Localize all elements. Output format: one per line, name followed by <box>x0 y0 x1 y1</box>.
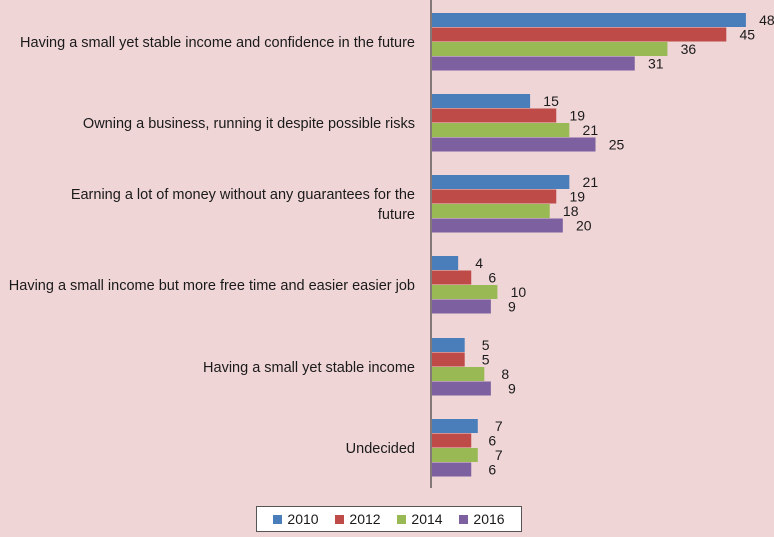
category-label-4: Having a small yet stable income <box>203 360 415 376</box>
bar-2010-cat-1 <box>432 94 531 108</box>
bar-2014-cat-0 <box>432 42 668 56</box>
legend-label-2012: 2012 <box>349 511 381 527</box>
bar-2012-cat-3 <box>432 270 472 285</box>
legend-item-2010: 2010 <box>273 511 319 527</box>
legend-swatch-2016 <box>459 514 469 524</box>
bar-2016-cat-0 <box>432 56 635 71</box>
legend-swatch-2010 <box>273 514 283 524</box>
bar-2012-cat-0 <box>432 27 727 42</box>
value-label-2012-cat-0: 45 <box>740 27 756 43</box>
bar-2010-cat-3 <box>432 256 459 270</box>
legend-label-2016: 2016 <box>473 511 505 527</box>
legend-swatch-2012 <box>335 514 345 524</box>
category-label-1: Owning a business, running it despite po… <box>83 116 415 132</box>
legend-swatch-2014 <box>397 514 407 524</box>
value-label-2014-cat-4: 8 <box>501 366 509 382</box>
bar-2014-cat-3 <box>432 285 498 299</box>
value-label-2016-cat-0: 31 <box>648 56 664 72</box>
bar-2014-cat-2 <box>432 204 550 218</box>
value-label-2012-cat-1: 19 <box>569 108 585 124</box>
value-label-2016-cat-5: 6 <box>488 462 496 478</box>
bar-2016-cat-5 <box>432 462 472 477</box>
value-label-2016-cat-3: 9 <box>508 299 516 315</box>
value-label-2012-cat-3: 6 <box>488 270 496 286</box>
value-label-2016-cat-1: 25 <box>609 137 625 153</box>
bar-2012-cat-4 <box>432 352 465 367</box>
bar-2014-cat-1 <box>432 123 570 137</box>
category-labels: Having a small yet stable income and con… <box>9 35 415 457</box>
value-label-2016-cat-4: 9 <box>508 381 516 397</box>
bar-2014-cat-5 <box>432 448 478 462</box>
bar-2012-cat-2 <box>432 189 557 204</box>
legend-item-2012: 2012 <box>335 511 381 527</box>
category-label-0: Having a small yet stable income and con… <box>20 35 415 51</box>
value-label-2010-cat-3: 4 <box>475 255 483 271</box>
bar-2010-cat-4 <box>432 338 465 352</box>
value-label-2014-cat-2: 18 <box>563 203 579 219</box>
value-label-2014-cat-5: 7 <box>495 447 503 463</box>
bar-2016-cat-1 <box>432 137 596 152</box>
bar-2016-cat-4 <box>432 381 491 396</box>
bar-2016-cat-3 <box>432 299 491 314</box>
value-label-2010-cat-2: 21 <box>583 174 599 190</box>
value-label-2012-cat-4: 5 <box>482 352 490 368</box>
category-label-3: Having a small income but more free time… <box>9 278 415 294</box>
value-label-2016-cat-2: 20 <box>576 218 592 234</box>
value-label-2012-cat-5: 6 <box>488 433 496 449</box>
legend-label-2010: 2010 <box>287 511 319 527</box>
value-label-2010-cat-5: 7 <box>495 418 503 434</box>
bar-2010-cat-5 <box>432 419 478 433</box>
bar-2012-cat-5 <box>432 433 472 448</box>
category-label-2-line-1: future <box>378 207 415 223</box>
value-label-2014-cat-0: 36 <box>681 41 697 57</box>
legend-item-2014: 2014 <box>397 511 443 527</box>
legend-item-2016: 2016 <box>459 511 505 527</box>
value-label-2010-cat-0: 48 <box>759 12 774 28</box>
value-label-2010-cat-4: 5 <box>482 337 490 353</box>
value-label-2014-cat-1: 21 <box>583 122 599 138</box>
value-label-2012-cat-2: 19 <box>569 189 585 205</box>
value-label-2010-cat-1: 15 <box>543 93 559 109</box>
legend-label-2014: 2014 <box>411 511 443 527</box>
bar-2010-cat-0 <box>432 13 746 27</box>
bars-group <box>432 13 746 477</box>
value-label-2014-cat-3: 10 <box>511 284 527 300</box>
bar-2016-cat-2 <box>432 218 563 233</box>
category-label-5: Undecided <box>346 441 415 457</box>
bar-2010-cat-2 <box>432 175 570 189</box>
legend: 2010 2012 2014 2016 <box>256 506 522 532</box>
bar-2014-cat-4 <box>432 367 485 381</box>
bar-2012-cat-1 <box>432 108 557 123</box>
category-label-2-line-0: Earning a lot of money without any guara… <box>71 187 415 203</box>
